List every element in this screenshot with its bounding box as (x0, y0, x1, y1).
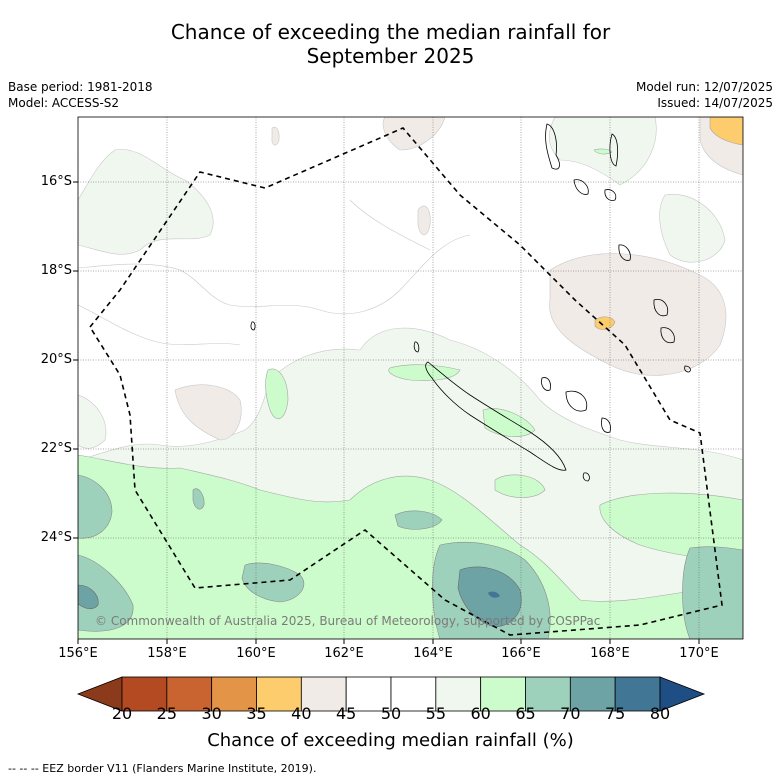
colorbar-tick-label: 20 (111, 704, 133, 723)
island-ouvea (541, 377, 551, 391)
issued-date: Issued: 14/07/2025 (657, 96, 773, 110)
island-isle-of-pines (582, 472, 590, 482)
model-name: Model: ACCESS-S2 (8, 96, 120, 110)
lon-label-156e: 156°E (58, 646, 98, 661)
island-efate (604, 189, 617, 201)
lat-label-18s: 18°S (40, 263, 72, 278)
lat-label-16s: 16°S (40, 174, 72, 189)
colorbar-tick-label: 55 (425, 704, 446, 723)
map-area (78, 117, 743, 639)
colorbar-title: Chance of exceeding median rainfall (%) (207, 730, 574, 751)
eez-border (89, 127, 723, 636)
colorbar-tick-label: 80 (649, 704, 671, 723)
base-period: Base period: 1981-2018 (8, 80, 153, 94)
colorbar-tick-label: 70 (560, 704, 581, 723)
title-line-2: September 2025 (306, 44, 475, 68)
island-mare (601, 417, 611, 433)
colorbar-segment (345, 676, 392, 712)
island-small-east (684, 365, 691, 373)
map-frame (77, 116, 744, 640)
colorbar-tick-label: 60 (470, 704, 491, 723)
colorbar-tick-label: 45 (335, 704, 357, 723)
lon-label-168e: 168°E (590, 646, 630, 661)
island-aneityum (660, 327, 675, 344)
colorbar-segment (435, 676, 482, 712)
island-chesterfield (413, 341, 420, 353)
island-lifou (565, 390, 588, 412)
model-run: Model run: 12/07/2025 (635, 80, 773, 94)
contour-40-45 (174, 117, 743, 441)
lon-label-166e: 166°E (501, 646, 541, 661)
lon-label-162e: 162°E (324, 646, 364, 661)
colorbar (76, 676, 706, 712)
lon-label-160e: 160°E (236, 646, 276, 661)
colorbar-tick-label: 35 (246, 704, 267, 723)
island-espiritu-santo (545, 123, 560, 170)
colorbar-tick-label: 75 (604, 704, 626, 723)
lon-label-170e: 170°E (679, 646, 719, 661)
eez-footnote: -- -- -- EEZ border V11 (Flanders Marine… (8, 762, 317, 775)
lat-label-24s: 24°S (40, 530, 72, 545)
contour-75-80 (488, 591, 500, 598)
colorbar-segment (300, 676, 347, 712)
colorbar-tick-label: 50 (380, 704, 402, 723)
lat-label-22s: 22°S (40, 441, 72, 456)
island-small-west (250, 321, 256, 331)
lon-label-158e: 158°E (147, 646, 187, 661)
colorbar-segment (166, 676, 213, 712)
island-maewo (609, 133, 619, 167)
colorbar-tick-label: 65 (515, 704, 536, 723)
colorbar-segment (480, 676, 526, 712)
colorbar-segment (569, 676, 616, 712)
lon-label-164e: 164°E (413, 646, 453, 661)
lat-label-20s: 20°S (40, 352, 72, 367)
island-new-caledonia (425, 361, 567, 471)
meta-right: Model run: 12/07/2025 Issued: 14/07/2025 (636, 79, 773, 111)
island-tanna (618, 244, 631, 261)
contour-lines (78, 199, 471, 346)
island-malakula (573, 179, 589, 195)
colorbar-segment (211, 676, 257, 712)
coastlines (250, 123, 691, 482)
colorbar-over-arrow (659, 676, 706, 712)
contour-70-75 (78, 566, 522, 628)
colorbar-segments (121, 676, 661, 712)
colorbar-tick-label: 30 (201, 704, 222, 723)
meta-left: Base period: 1981-2018 Model: ACCESS-S2 (8, 79, 153, 111)
colorbar-tick-label: 40 (291, 704, 312, 723)
graticule (78, 117, 743, 639)
colorbar-segment (614, 676, 661, 712)
map-title: Chance of exceeding the median rainfall … (0, 20, 781, 68)
island-lifou-north (653, 299, 669, 317)
title-line-1: Chance of exceeding the median rainfall … (170, 20, 611, 44)
colorbar-segment (525, 676, 571, 712)
colorbar-segment (121, 676, 168, 712)
copyright-notice: © Commonwealth of Australia 2025, Bureau… (95, 614, 601, 628)
colorbar-tick-label: 25 (156, 704, 177, 723)
contour-60-65 (78, 148, 743, 639)
axis-ticks (73, 181, 700, 644)
